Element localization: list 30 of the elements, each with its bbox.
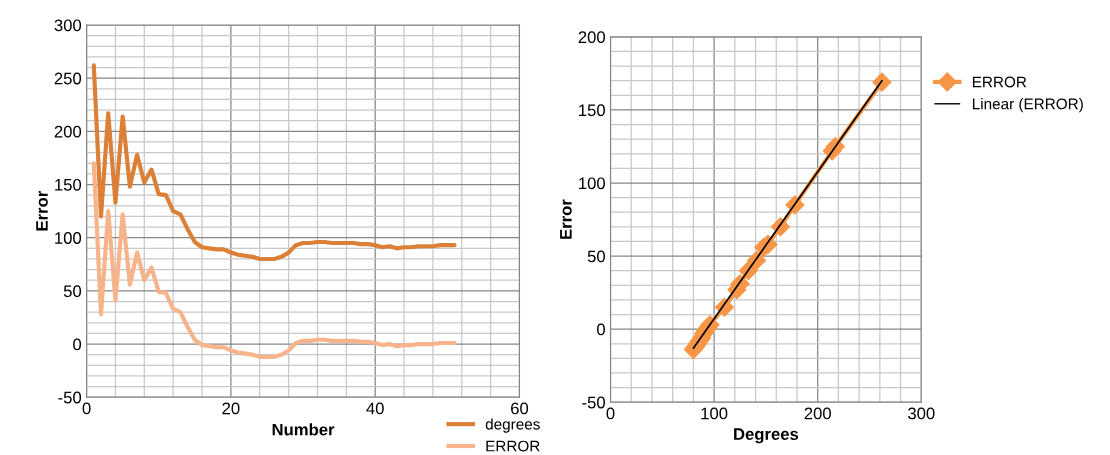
y-tick-label: 0 [597,323,605,336]
legend-label: ERROR [486,440,540,452]
x-tick-label: 0 [606,407,615,420]
y-tick-label: -50 [582,396,605,409]
y-tick-label: 100 [55,232,82,244]
x-tick-label: 100 [701,407,728,420]
y-tick-label: 50 [587,250,605,263]
y-tick-label: 200 [578,31,605,44]
y-axis-title: Error [36,191,48,231]
y-tick-label: 150 [55,178,82,191]
x-tick-label: 20 [222,402,240,415]
legend-label: degrees [485,418,540,433]
y-tick-label: 100 [579,177,605,190]
y-tick-label: 150 [579,104,605,117]
y-axis-title: Error [560,199,572,239]
legend-label: ERROR [972,76,1027,88]
x-tick-label: 300 [908,407,935,420]
y-tick-label: 0 [73,338,82,351]
x-tick-label: 40 [366,402,384,415]
y-tick-label: 200 [54,125,82,138]
x-tick-label: 0 [82,402,91,415]
y-tick-label: 300 [54,19,82,32]
x-tick-label: 60 [511,402,529,415]
x-axis-title: Number [272,423,335,436]
y-tick-label: -50 [58,391,82,404]
y-tick-label: 50 [63,285,82,298]
legend-label: Linear (ERROR) [972,98,1083,113]
x-axis-title: Degrees [734,428,799,444]
x-tick-label: 200 [804,407,831,420]
y-tick-label: 250 [54,72,82,85]
